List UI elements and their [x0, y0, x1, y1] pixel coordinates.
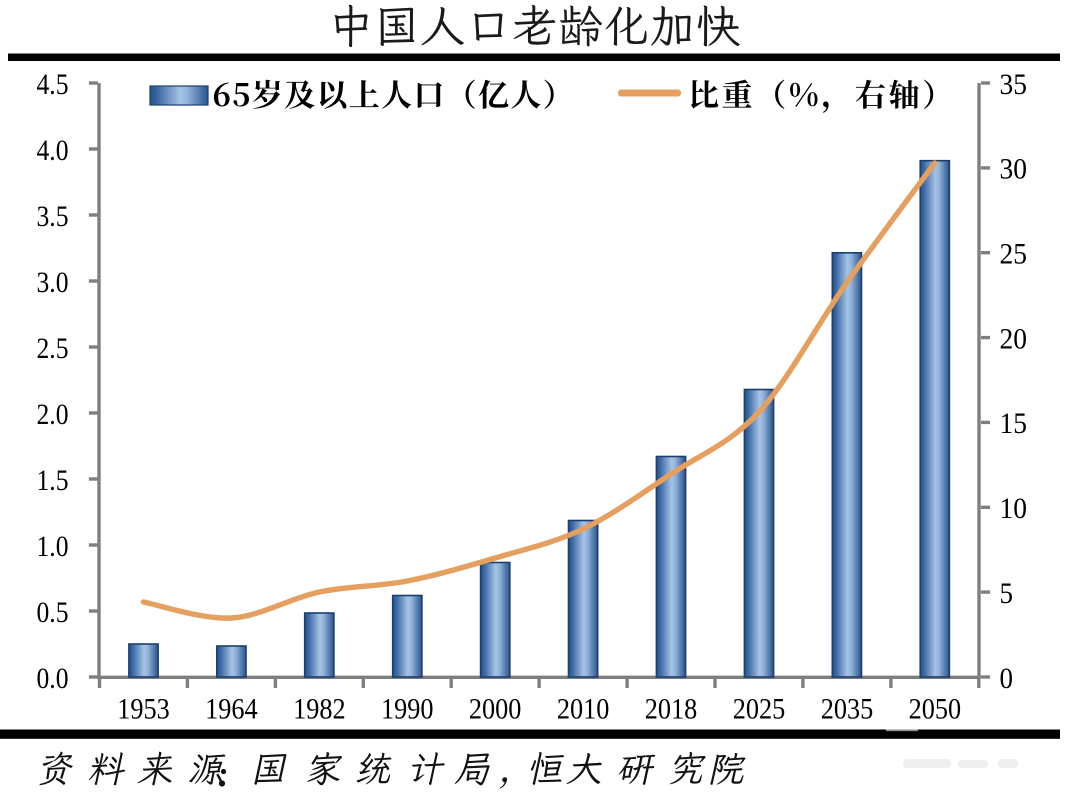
svg-text:0.0: 0.0	[37, 663, 69, 695]
svg-text:20: 20	[1000, 323, 1028, 355]
svg-text:5: 5	[1000, 578, 1014, 610]
svg-text:25: 25	[1000, 239, 1028, 271]
svg-text:1990: 1990	[381, 694, 434, 726]
svg-text:4.5: 4.5	[37, 69, 69, 101]
svg-text:35: 35	[1000, 69, 1028, 101]
svg-text:30: 30	[1000, 154, 1028, 186]
svg-text:1953: 1953	[117, 694, 170, 726]
svg-text:2035: 2035	[821, 694, 874, 726]
svg-text:1964: 1964	[205, 694, 258, 726]
svg-text:2010: 2010	[557, 694, 610, 726]
svg-text:0.5: 0.5	[37, 597, 69, 629]
svg-text:2050: 2050	[909, 694, 962, 726]
svg-text:1.0: 1.0	[37, 531, 69, 563]
svg-text:3.0: 3.0	[37, 267, 69, 299]
svg-text:2.5: 2.5	[37, 333, 69, 365]
svg-text:3.5: 3.5	[37, 201, 69, 233]
svg-text:2025: 2025	[733, 694, 786, 726]
svg-text:15: 15	[1000, 408, 1028, 440]
svg-text:10: 10	[1000, 493, 1028, 525]
svg-text:1.5: 1.5	[37, 465, 69, 497]
svg-text:2018: 2018	[645, 694, 698, 726]
svg-text:2.0: 2.0	[37, 399, 69, 431]
svg-text:4.0: 4.0	[37, 135, 69, 167]
svg-text:1982: 1982	[293, 694, 346, 726]
svg-text:0: 0	[1000, 663, 1014, 695]
svg-text:2000: 2000	[469, 694, 522, 726]
